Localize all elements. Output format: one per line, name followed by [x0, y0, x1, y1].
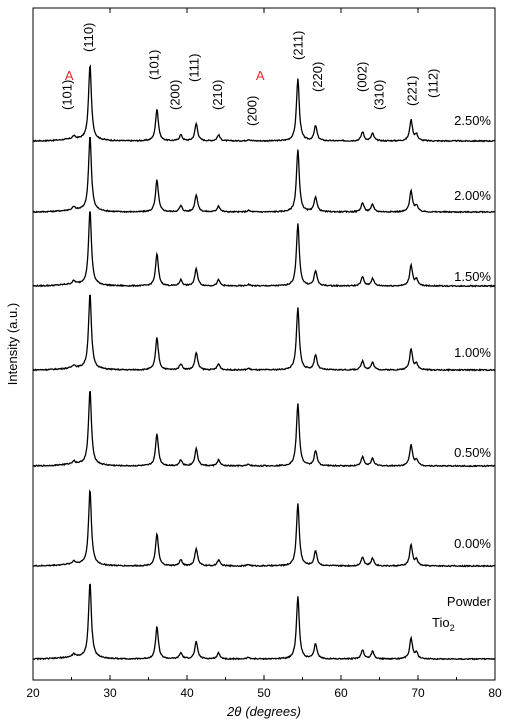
- series-label-3: 1.00%: [454, 345, 491, 360]
- peak-label: (112): [425, 69, 440, 98]
- peak-label: (221): [405, 76, 420, 106]
- series-label-2: 1.50%: [454, 269, 491, 284]
- series-trace-5: [32, 489, 496, 568]
- series-labels: 2.50% 2.00% 1.50% 1.00% 0.50% 0.00% Powder Tio2: [432, 113, 492, 633]
- x-axis-title-unit: (degrees): [245, 704, 301, 719]
- plot-frame: [32, 7, 496, 681]
- series-trace-1: [32, 137, 496, 214]
- x-tick-label-50: 50: [257, 686, 271, 700]
- peak-label: (200): [244, 96, 259, 126]
- peak-label: (220): [310, 62, 325, 92]
- peak-label: (200): [168, 80, 183, 110]
- anatase-marker: A: [65, 68, 74, 83]
- series-label-1: 2.00%: [454, 188, 491, 203]
- peak-label: (101): [147, 50, 162, 80]
- peak-label: (002): [355, 62, 370, 92]
- peak-label: (310): [372, 80, 387, 110]
- peak-label: (110): [81, 23, 96, 52]
- x-tick-label-40: 40: [180, 686, 194, 700]
- x-axis: 20 30 40 50 60 70 80: [26, 8, 502, 700]
- x-axis-title: 2θ (degrees): [226, 704, 301, 719]
- anatase-marker: A: [256, 68, 265, 83]
- peak-label: (111): [187, 54, 202, 82]
- x-tick-label-30: 30: [103, 686, 117, 700]
- peak-label: (101): [60, 80, 75, 110]
- y-axis-title: Intensity (a.u.): [5, 303, 20, 385]
- x-axis-title-symbol: 2θ: [226, 704, 241, 719]
- series-label-4: 0.50%: [454, 445, 491, 460]
- series-label-line2-subscript: 2: [450, 623, 455, 633]
- peak-labels: A(101)(110)(101)(200)(111)(210)A(200)(21…: [60, 23, 441, 126]
- series-label-line2: Tio2: [432, 615, 455, 633]
- peak-label: (211): [291, 31, 306, 60]
- series-label-6: Powder: [447, 594, 492, 609]
- series-trace-2: [32, 211, 496, 288]
- series-trace-0: [33, 64, 496, 143]
- x-tick-label-20: 20: [26, 686, 40, 700]
- plot-border: [32, 7, 496, 681]
- series-label-line2-main: Tio: [432, 615, 450, 630]
- series-trace-3: [32, 294, 496, 372]
- series-traces: [32, 64, 496, 661]
- peak-label: (210): [210, 80, 225, 110]
- series-label-0: 2.50%: [454, 113, 491, 128]
- x-tick-label-70: 70: [411, 686, 425, 700]
- series-label-5: 0.00%: [454, 536, 491, 551]
- x-tick-label-60: 60: [334, 686, 348, 700]
- x-tick-label-80: 80: [488, 686, 502, 700]
- series-trace-6: [32, 583, 496, 661]
- series-trace-4: [32, 390, 496, 468]
